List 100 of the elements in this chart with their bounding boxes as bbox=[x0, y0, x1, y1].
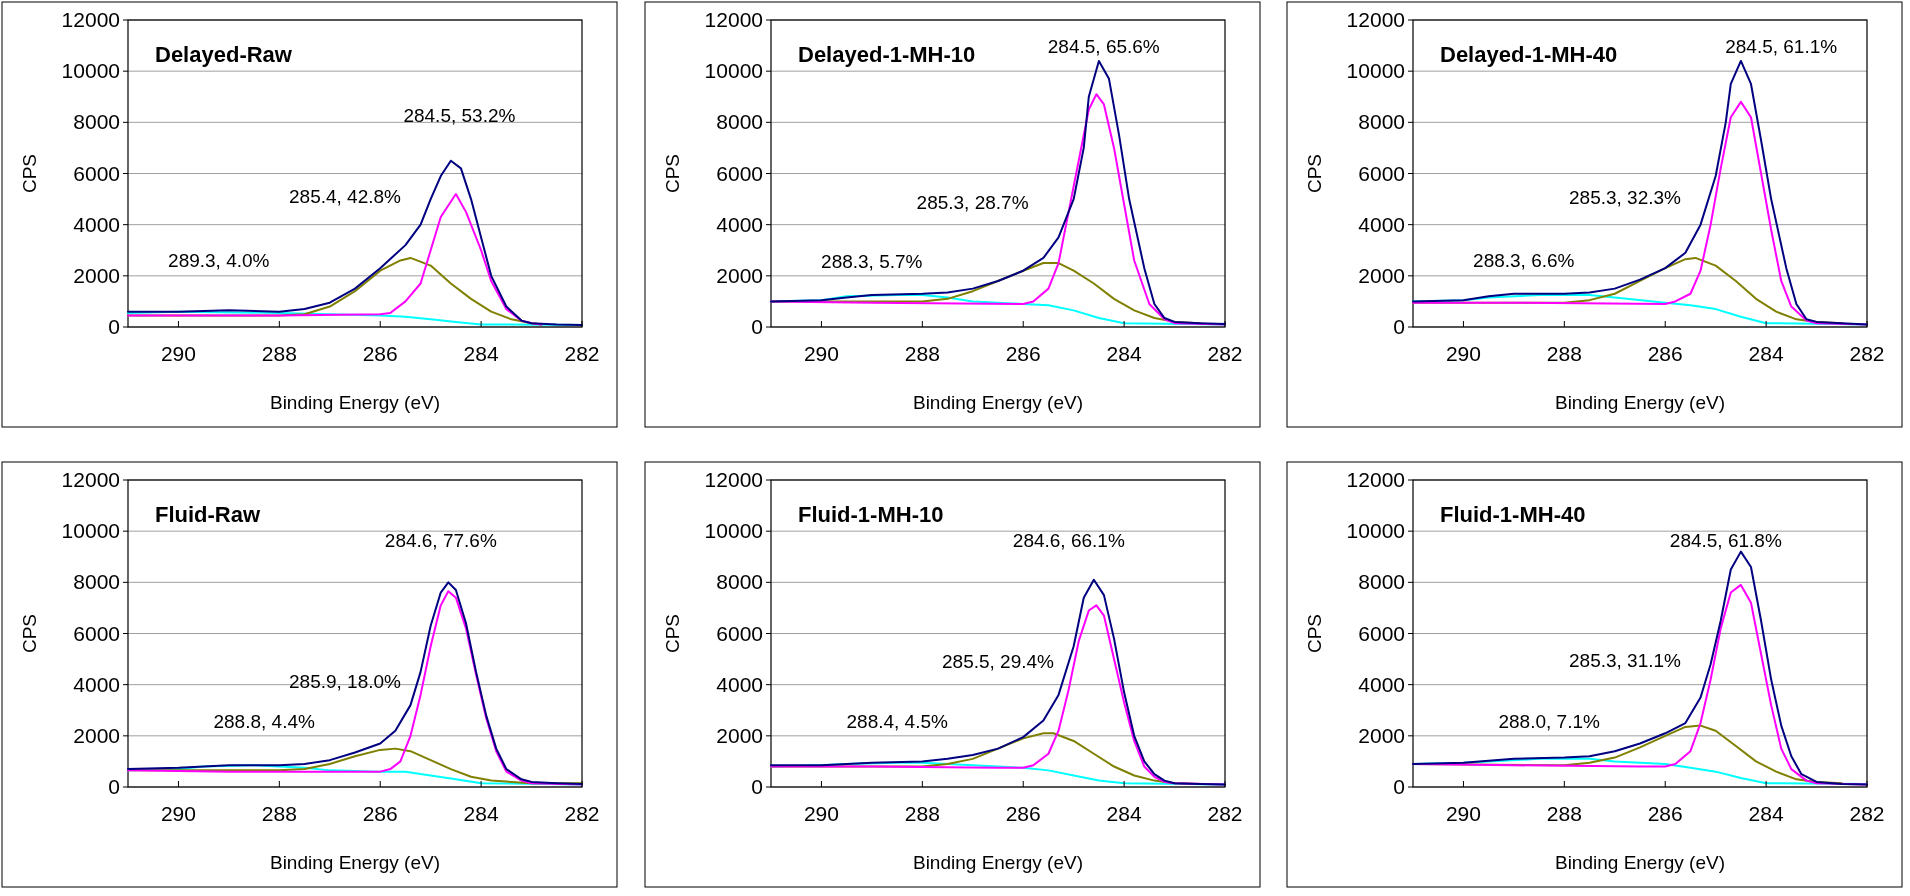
x-tick-label: 288 bbox=[904, 342, 940, 365]
x-tick-label: 290 bbox=[1445, 342, 1481, 365]
x-axis-title: Binding Energy (eV) bbox=[269, 852, 441, 873]
text: Delayed-1-MH-10 bbox=[798, 42, 976, 67]
annotation: 288.3, 5.7% bbox=[821, 251, 923, 273]
annotation: 288.8, 4.4% bbox=[213, 711, 316, 733]
y-tick-label: 4000 bbox=[1358, 672, 1405, 696]
y-tick-label: 4000 bbox=[73, 672, 120, 696]
annotation: 285.4, 42.8% bbox=[289, 185, 402, 207]
y-tick-label: 0 bbox=[751, 775, 763, 798]
y-tick-label: 2000 bbox=[1358, 723, 1405, 747]
y-tick-label: 6000 bbox=[1358, 161, 1405, 185]
y-axis-title: CPS bbox=[19, 613, 40, 654]
y-tick-label: 8000 bbox=[1358, 110, 1405, 134]
x-tick-label: 290 bbox=[803, 802, 839, 825]
annotation: 284.5, 53.2% bbox=[403, 105, 516, 127]
annotation: 285.3, 31.1% bbox=[1569, 649, 1682, 671]
annotation: 288.3, 6.6% bbox=[1473, 249, 1575, 271]
x-axis-title: Binding Energy (eV) bbox=[1554, 852, 1726, 873]
x-axis-title: Binding Energy (eV) bbox=[1554, 392, 1726, 413]
x-tick-label: 284 bbox=[1106, 802, 1142, 825]
x-axis-title: Binding Energy (eV) bbox=[269, 392, 441, 413]
y-tick-label: 12000 bbox=[61, 8, 120, 31]
y-tick-label: 2000 bbox=[73, 723, 120, 747]
x-tick-label: 282 bbox=[564, 802, 600, 825]
y-tick-label: 2000 bbox=[716, 263, 763, 287]
y-axis-title: CPS bbox=[19, 153, 40, 194]
x-tick-label: 284 bbox=[463, 802, 499, 825]
x-tick-label: 290 bbox=[803, 342, 839, 365]
annotation: 288.4, 4.5% bbox=[846, 711, 949, 733]
y-tick-label: 4000 bbox=[716, 212, 763, 236]
y-tick-label: 8000 bbox=[73, 110, 120, 134]
x-tick-label: 284 bbox=[1748, 342, 1784, 365]
x-tick-label: 284 bbox=[1106, 342, 1142, 365]
annotation: 284.5, 61.8% bbox=[1669, 529, 1782, 551]
y-axis-title: CPS bbox=[1304, 613, 1325, 654]
text: Delayed-1-MH-40 bbox=[1440, 42, 1618, 67]
y-tick-label: 12000 bbox=[704, 468, 763, 491]
y-axis-title: CPS bbox=[1304, 153, 1325, 194]
y-tick-label: 0 bbox=[108, 775, 120, 798]
annotation: 284.5, 61.1% bbox=[1725, 36, 1838, 58]
y-axis-title: CPS bbox=[662, 613, 683, 654]
annotation: 284.5, 65.6% bbox=[1047, 36, 1160, 58]
y-tick-label: 10000 bbox=[61, 59, 120, 83]
y-tick-label: 6000 bbox=[1358, 621, 1405, 645]
x-tick-label: 282 bbox=[564, 342, 600, 365]
x-axis-title: Binding Energy (eV) bbox=[912, 852, 1084, 873]
x-tick-label: 282 bbox=[1849, 342, 1885, 365]
x-tick-label: 282 bbox=[1849, 802, 1885, 825]
annotation: 284.6, 77.6% bbox=[384, 529, 497, 551]
y-tick-label: 10000 bbox=[1346, 59, 1405, 83]
y-tick-label: 8000 bbox=[716, 570, 763, 594]
x-tick-label: 284 bbox=[463, 342, 499, 365]
x-tick-label: 290 bbox=[160, 342, 196, 365]
x-tick-label: 282 bbox=[1207, 802, 1243, 825]
annotation: 289.3, 4.0% bbox=[168, 249, 270, 271]
y-tick-label: 4000 bbox=[1358, 212, 1405, 236]
x-tick-label: 282 bbox=[1207, 342, 1243, 365]
y-tick-label: 8000 bbox=[73, 570, 120, 594]
annotation: 284.6, 66.1% bbox=[1012, 529, 1125, 551]
y-tick-label: 4000 bbox=[73, 212, 120, 236]
y-tick-label: 6000 bbox=[716, 621, 763, 645]
x-tick-label: 286 bbox=[1647, 342, 1683, 365]
y-tick-label: 10000 bbox=[704, 59, 763, 83]
text: Fluid-1-MH-10 bbox=[798, 502, 944, 527]
y-tick-label: 2000 bbox=[1358, 263, 1405, 287]
y-tick-label: 4000 bbox=[716, 672, 763, 696]
y-tick-label: 2000 bbox=[73, 263, 120, 287]
y-tick-label: 0 bbox=[1393, 315, 1405, 338]
annotation: 285.3, 32.3% bbox=[1569, 187, 1682, 209]
x-tick-label: 288 bbox=[904, 802, 940, 825]
annotation: 285.9, 18.0% bbox=[289, 671, 402, 693]
x-tick-label: 288 bbox=[1546, 342, 1582, 365]
x-tick-label: 286 bbox=[362, 342, 398, 365]
y-tick-label: 2000 bbox=[716, 723, 763, 747]
y-axis-title: CPS bbox=[662, 153, 683, 194]
y-tick-label: 0 bbox=[751, 315, 763, 338]
x-tick-label: 286 bbox=[1647, 802, 1683, 825]
x-tick-label: 288 bbox=[261, 802, 297, 825]
line-series bbox=[127, 159, 583, 326]
x-tick-label: 286 bbox=[362, 802, 398, 825]
annotation: 285.3, 28.7% bbox=[916, 192, 1029, 214]
x-tick-label: 288 bbox=[261, 342, 297, 365]
y-tick-label: 12000 bbox=[704, 8, 763, 31]
x-tick-label: 286 bbox=[1005, 342, 1041, 365]
y-tick-label: 8000 bbox=[1358, 570, 1405, 594]
text: Fluid-1-MH-40 bbox=[1440, 502, 1586, 527]
y-tick-label: 8000 bbox=[716, 110, 763, 134]
annotation: 288.0, 7.1% bbox=[1498, 711, 1601, 733]
text: Delayed-Raw bbox=[155, 42, 293, 67]
y-tick-label: 0 bbox=[108, 315, 120, 338]
annotation: 285.5, 29.4% bbox=[942, 650, 1055, 672]
text: Fluid-Raw bbox=[155, 502, 261, 527]
y-tick-label: 12000 bbox=[61, 468, 120, 491]
x-tick-label: 290 bbox=[160, 802, 196, 825]
y-tick-label: 6000 bbox=[73, 161, 120, 185]
x-axis-title: Binding Energy (eV) bbox=[912, 392, 1084, 413]
x-tick-label: 286 bbox=[1005, 802, 1041, 825]
y-tick-label: 6000 bbox=[716, 161, 763, 185]
y-tick-label: 12000 bbox=[1346, 8, 1405, 31]
